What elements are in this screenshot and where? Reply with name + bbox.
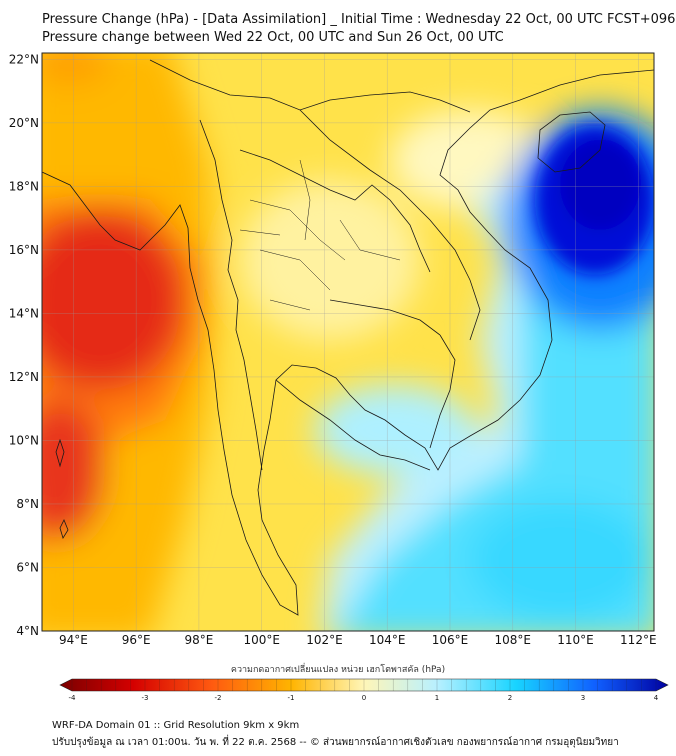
lat-label: 8°N: [16, 497, 39, 511]
colorbar: -4 -3 -2 -1 0 1 2 3 4: [59, 678, 669, 700]
lat-label: 12°N: [9, 370, 39, 384]
lon-label: 94°E: [59, 633, 88, 647]
longitude-labels: 94°E 96°E 98°E 100°E 102°E 104°E 106°E 108°E 110…: [59, 633, 657, 647]
chart-title-line1: Pressure Change (hPa) - [Data Assimilati…: [42, 12, 676, 27]
latitude-labels: 22°N 20°N 18°N 16°N 14°N 12°N 10°N 8°N 6°N 4°N: [9, 52, 39, 638]
lon-label: 110°E: [557, 633, 594, 647]
border-myanmar-thailand: [199, 119, 263, 471]
thai-province-lines: [239, 159, 401, 311]
lon-label: 100°E: [243, 633, 280, 647]
colorbar-tick-label: 4: [654, 694, 659, 700]
border-thailand-cambodia: [329, 299, 441, 336]
pressure-field: [42, 53, 654, 631]
border-cambodia-vietnam: [429, 334, 456, 449]
colorbar-tick-label: -1: [288, 694, 295, 700]
colorbar-ticks: [71, 679, 657, 691]
lat-label: 4°N: [16, 624, 39, 638]
coastline-hainan: [537, 111, 606, 173]
colorbar-tick-label: -2: [215, 694, 222, 700]
border-laos-vietnam: [299, 109, 481, 341]
footer-update-credit: ปรับปรุงข้อมูล ณ เวลา 01:00น. วัน พ. ที่…: [52, 737, 619, 748]
lat-label: 20°N: [9, 116, 39, 130]
colorbar-bar: [59, 678, 669, 692]
coastlines-and-borders: [42, 59, 654, 616]
coastline-andaman-islands: [55, 438, 65, 468]
lon-label: 108°E: [495, 633, 532, 647]
lon-label: 98°E: [184, 633, 213, 647]
colorbar-tick-label: 3: [581, 694, 585, 700]
lon-label: 112°E: [620, 633, 657, 647]
lat-label: 16°N: [9, 243, 39, 257]
coastline-mainland: [42, 69, 654, 616]
lat-label: 14°N: [9, 306, 39, 320]
border-thailand-laos: [239, 149, 431, 273]
lon-label: 106°E: [432, 633, 469, 647]
footer-model-info: WRF-DA Domain 01 :: Grid Resolution 9km …: [52, 720, 300, 731]
colorbar-title: ความกดอากาศเปลี่ยนแปลง หน่วย เฮกโตพาสคัล…: [230, 665, 446, 675]
coastline-gulf-of-thailand: [275, 379, 431, 471]
lat-label: 22°N: [9, 52, 39, 66]
colorbar-tick-labels: -4 -3 -2 -1 0 1 2 3 4: [69, 694, 659, 700]
border-china: [149, 59, 471, 113]
colorbar-tick-label: 2: [508, 694, 512, 700]
colorbar-tick-label: 1: [435, 694, 439, 700]
lon-label: 104°E: [369, 633, 406, 647]
lat-label: 10°N: [9, 433, 39, 447]
colorbar-tick-label: -4: [69, 694, 77, 700]
lon-label: 102°E: [306, 633, 343, 647]
colorbar-tick-label: -3: [142, 694, 149, 700]
pressure-change-map: 22°N 20°N 18°N 16°N 14°N 12°N 10°N 8°N 6°N 4°N 94…: [9, 52, 669, 700]
chart-title-line2: Pressure change between Wed 22 Oct, 00 U…: [42, 30, 504, 45]
colorbar-tick-label: 0: [362, 694, 366, 700]
lat-label: 18°N: [9, 179, 39, 193]
plot-frame: [41, 52, 655, 632]
lon-label: 96°E: [122, 633, 151, 647]
lat-label: 6°N: [16, 560, 39, 574]
coastline-nicobar-islands: [59, 519, 69, 539]
